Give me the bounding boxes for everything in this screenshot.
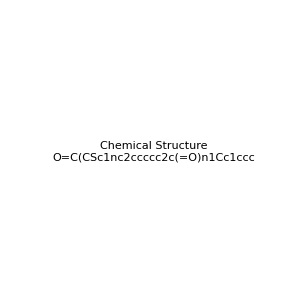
Text: Chemical Structure
O=C(CSc1nc2ccccc2c(=O)n1Cc1ccc: Chemical Structure O=C(CSc1nc2ccccc2c(=O…	[52, 141, 255, 162]
